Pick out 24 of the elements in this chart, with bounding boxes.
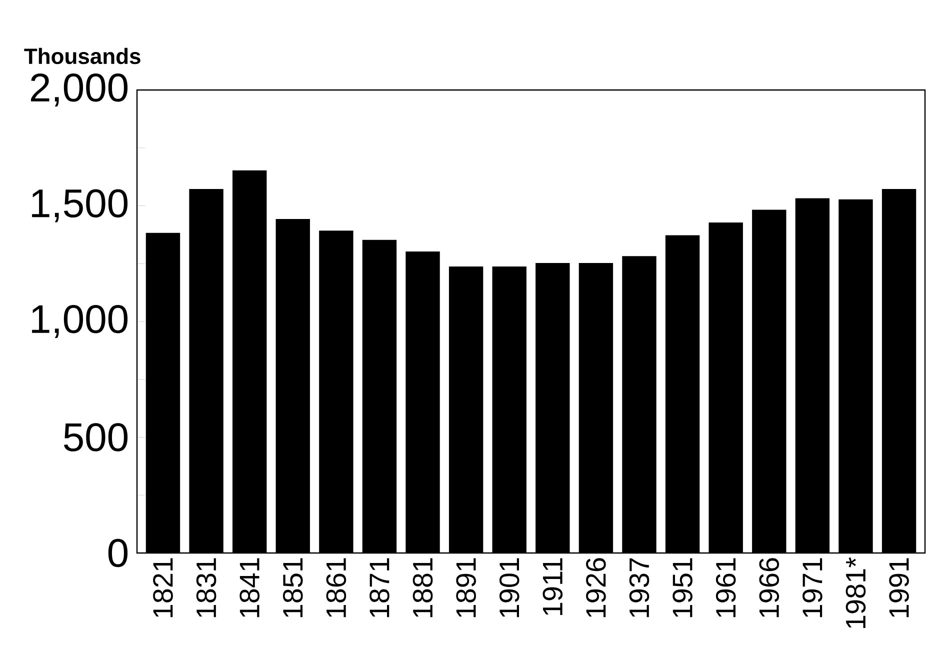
y-tick-label: 0: [108, 538, 128, 568]
x-tick-label: 1881: [412, 558, 433, 618]
x-tick-label: 1841: [240, 558, 260, 618]
x-tick-label: 1831: [196, 558, 216, 618]
y-tick-label: 2,000: [31, 73, 128, 107]
y-tick-label: 500: [64, 423, 128, 452]
x-tick-label: 1911: [542, 558, 563, 615]
x-tick-label: 1991: [889, 558, 909, 618]
x-tick-label: 1926: [586, 558, 606, 618]
x-tick-label: 1971: [802, 558, 822, 618]
x-tick-label: 1951: [672, 558, 692, 618]
x-tick-label: 1901: [499, 558, 520, 618]
x-tick-label: 1861: [326, 558, 346, 618]
x-tick-label: 1821: [153, 558, 173, 618]
y-axis-title: Thousands: [24, 48, 140, 64]
x-tick-label: 1981*: [846, 557, 866, 628]
y-tick-label: 1,500: [32, 189, 128, 222]
x-tick-label: 1851: [282, 558, 303, 618]
x-tick-label: 1871: [370, 558, 390, 618]
y-tick-label: 1,000: [32, 304, 128, 338]
x-tick-label: 1961: [716, 558, 736, 618]
x-tick-label: 1891: [456, 558, 476, 618]
x-tick-label: 1937: [629, 558, 650, 618]
x-tick-label: 1966: [759, 558, 780, 618]
